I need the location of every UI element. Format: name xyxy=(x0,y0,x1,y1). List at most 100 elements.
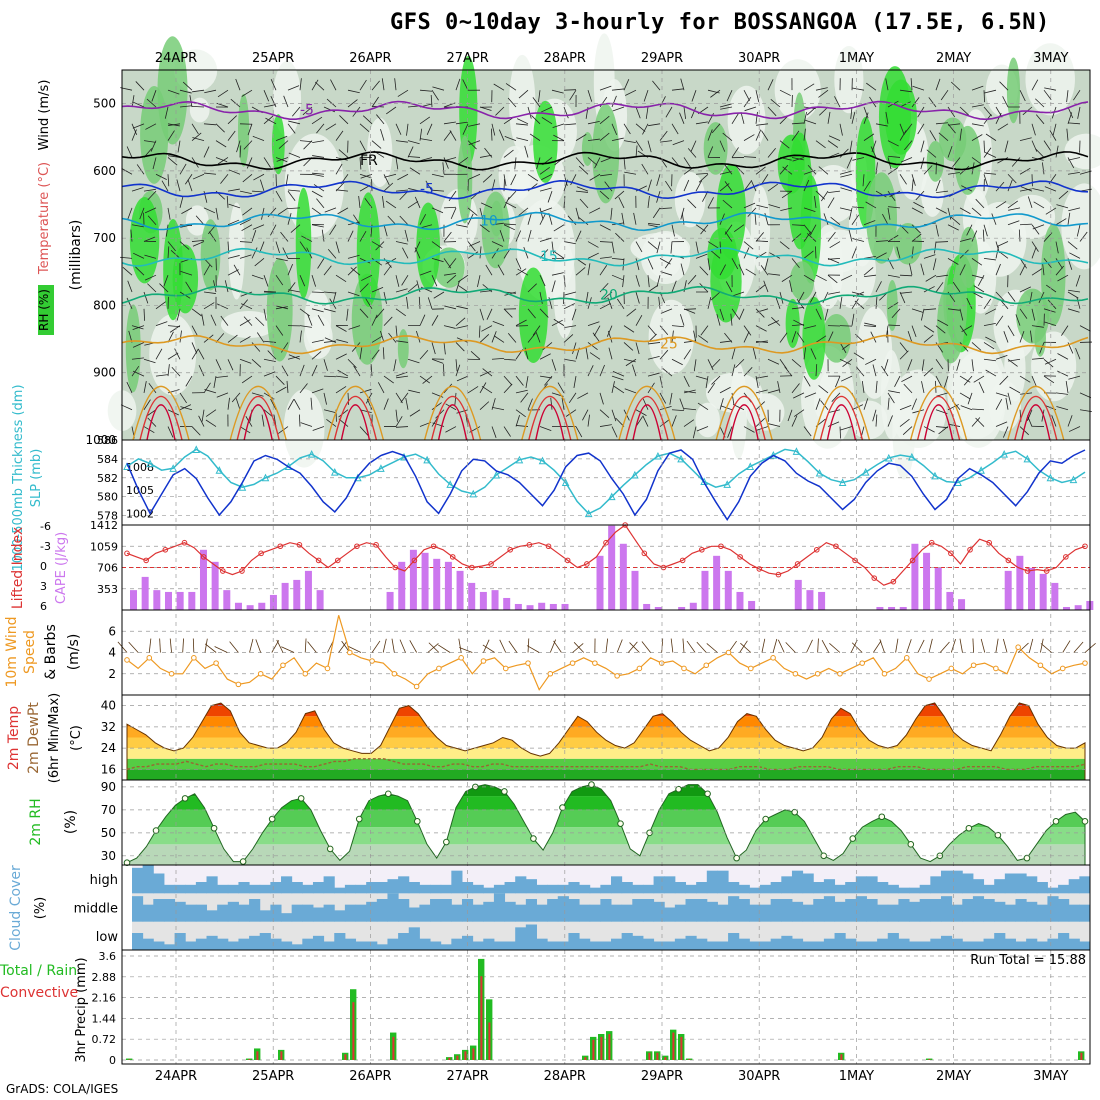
wind-barb xyxy=(589,352,601,360)
wind-barb xyxy=(724,181,733,192)
wind-barb xyxy=(656,275,661,287)
thickness-point xyxy=(1023,454,1032,463)
wind-speed-point xyxy=(324,665,331,672)
rh-point xyxy=(791,808,798,816)
wind-barb xyxy=(658,296,661,309)
cloud-cell-low xyxy=(451,938,463,950)
wind-barb xyxy=(645,106,649,119)
wind-barb xyxy=(615,232,625,242)
wind-barb xyxy=(611,409,617,422)
y-tick-label: 0.72 xyxy=(92,1033,117,1046)
wind-barb xyxy=(455,317,466,326)
cloud-cell-middle xyxy=(728,896,740,922)
wind-barb xyxy=(887,392,895,404)
lifted-index-point xyxy=(411,557,418,564)
cape-bar xyxy=(538,602,546,610)
wind-barb xyxy=(727,426,733,438)
wind-barb xyxy=(806,106,817,116)
cloud-cell-middle xyxy=(408,907,420,922)
isotherm-warm xyxy=(535,404,565,441)
isotherm-warm xyxy=(326,385,385,441)
cloud-cell-middle xyxy=(781,899,793,922)
wind-barb xyxy=(239,241,252,243)
wind-barb xyxy=(1019,137,1032,142)
wind-barb xyxy=(732,291,745,297)
wind-barb xyxy=(371,349,380,360)
cloud-cell-high xyxy=(440,884,452,894)
y-tick-label: 700 xyxy=(93,231,116,245)
wind-barb xyxy=(956,359,961,371)
wind-barb xyxy=(936,190,949,194)
wind-barb xyxy=(935,78,941,91)
cape-bar xyxy=(199,549,207,610)
wind-speed-point xyxy=(614,673,620,679)
wind-barb xyxy=(229,641,239,653)
wind-barb xyxy=(539,187,552,192)
wind-barb xyxy=(980,638,986,653)
wind-barb xyxy=(599,132,610,141)
wind-barb xyxy=(719,340,732,343)
y-tick-label: 800 xyxy=(93,298,116,312)
wind-barb xyxy=(1067,212,1071,225)
wind-barb xyxy=(935,282,944,293)
wind-barb xyxy=(314,81,325,91)
wind-barb xyxy=(875,240,888,242)
cloud-cell-high xyxy=(291,882,303,894)
wind-barb xyxy=(961,325,973,333)
wind-barb xyxy=(1055,392,1068,395)
wind-barb xyxy=(627,641,638,653)
rh-point xyxy=(414,818,421,825)
wind-speed-point xyxy=(926,676,932,682)
thickness-point xyxy=(307,450,316,458)
wind-barb xyxy=(983,257,996,261)
wind-barb xyxy=(599,241,613,243)
cape-bar xyxy=(748,600,756,610)
wind-barb xyxy=(287,190,296,201)
wind-barb xyxy=(610,207,613,220)
wind-barb xyxy=(777,381,781,393)
wind-barb xyxy=(288,289,301,293)
wind-barb xyxy=(647,140,652,153)
wind-barb xyxy=(346,308,349,321)
wind-barb xyxy=(827,140,839,148)
cloud-cell-middle xyxy=(770,899,782,922)
wind-barb xyxy=(293,399,301,410)
cloud-cell-low xyxy=(1004,938,1016,950)
cloud-cell-low xyxy=(387,938,399,950)
thickness-point xyxy=(1000,450,1009,458)
date-label-bottom: 27APR xyxy=(446,1069,488,1084)
wind-barb xyxy=(911,207,923,214)
wind-barb xyxy=(192,137,205,142)
wind-barb xyxy=(784,366,793,377)
wind-barb xyxy=(635,291,640,304)
wind-barb xyxy=(397,89,409,97)
cloud-cell-middle xyxy=(802,904,814,922)
cloud-cell-middle xyxy=(483,901,495,922)
cape-bar xyxy=(258,602,266,610)
cloud-cell-high xyxy=(781,876,793,894)
wind-barb xyxy=(312,155,325,158)
wind-barb xyxy=(1020,186,1033,192)
wind-barb xyxy=(456,325,469,329)
wind-barb xyxy=(1011,157,1021,167)
wind-barb xyxy=(779,89,791,96)
wind-barb xyxy=(406,296,409,309)
date-label-bottom: 24APR xyxy=(155,1069,197,1084)
wind-barb xyxy=(647,258,654,270)
wind-barb xyxy=(491,357,504,360)
wind-barb xyxy=(884,359,889,371)
wind-barb xyxy=(395,123,402,135)
precip-convective-bar xyxy=(248,1059,251,1060)
wind-barb xyxy=(1002,638,1008,653)
wind-barb xyxy=(396,375,409,379)
wind-barb xyxy=(875,123,888,127)
cloud-cell-low xyxy=(430,941,442,950)
wind-barb xyxy=(276,305,289,310)
wind-barb xyxy=(529,133,541,141)
wind-barb xyxy=(290,224,301,233)
wind-barb xyxy=(635,409,647,416)
wind-barb xyxy=(752,347,757,360)
cloud-cell-high xyxy=(504,882,516,894)
wind-barb xyxy=(1035,148,1045,158)
wind-barb xyxy=(395,426,409,428)
